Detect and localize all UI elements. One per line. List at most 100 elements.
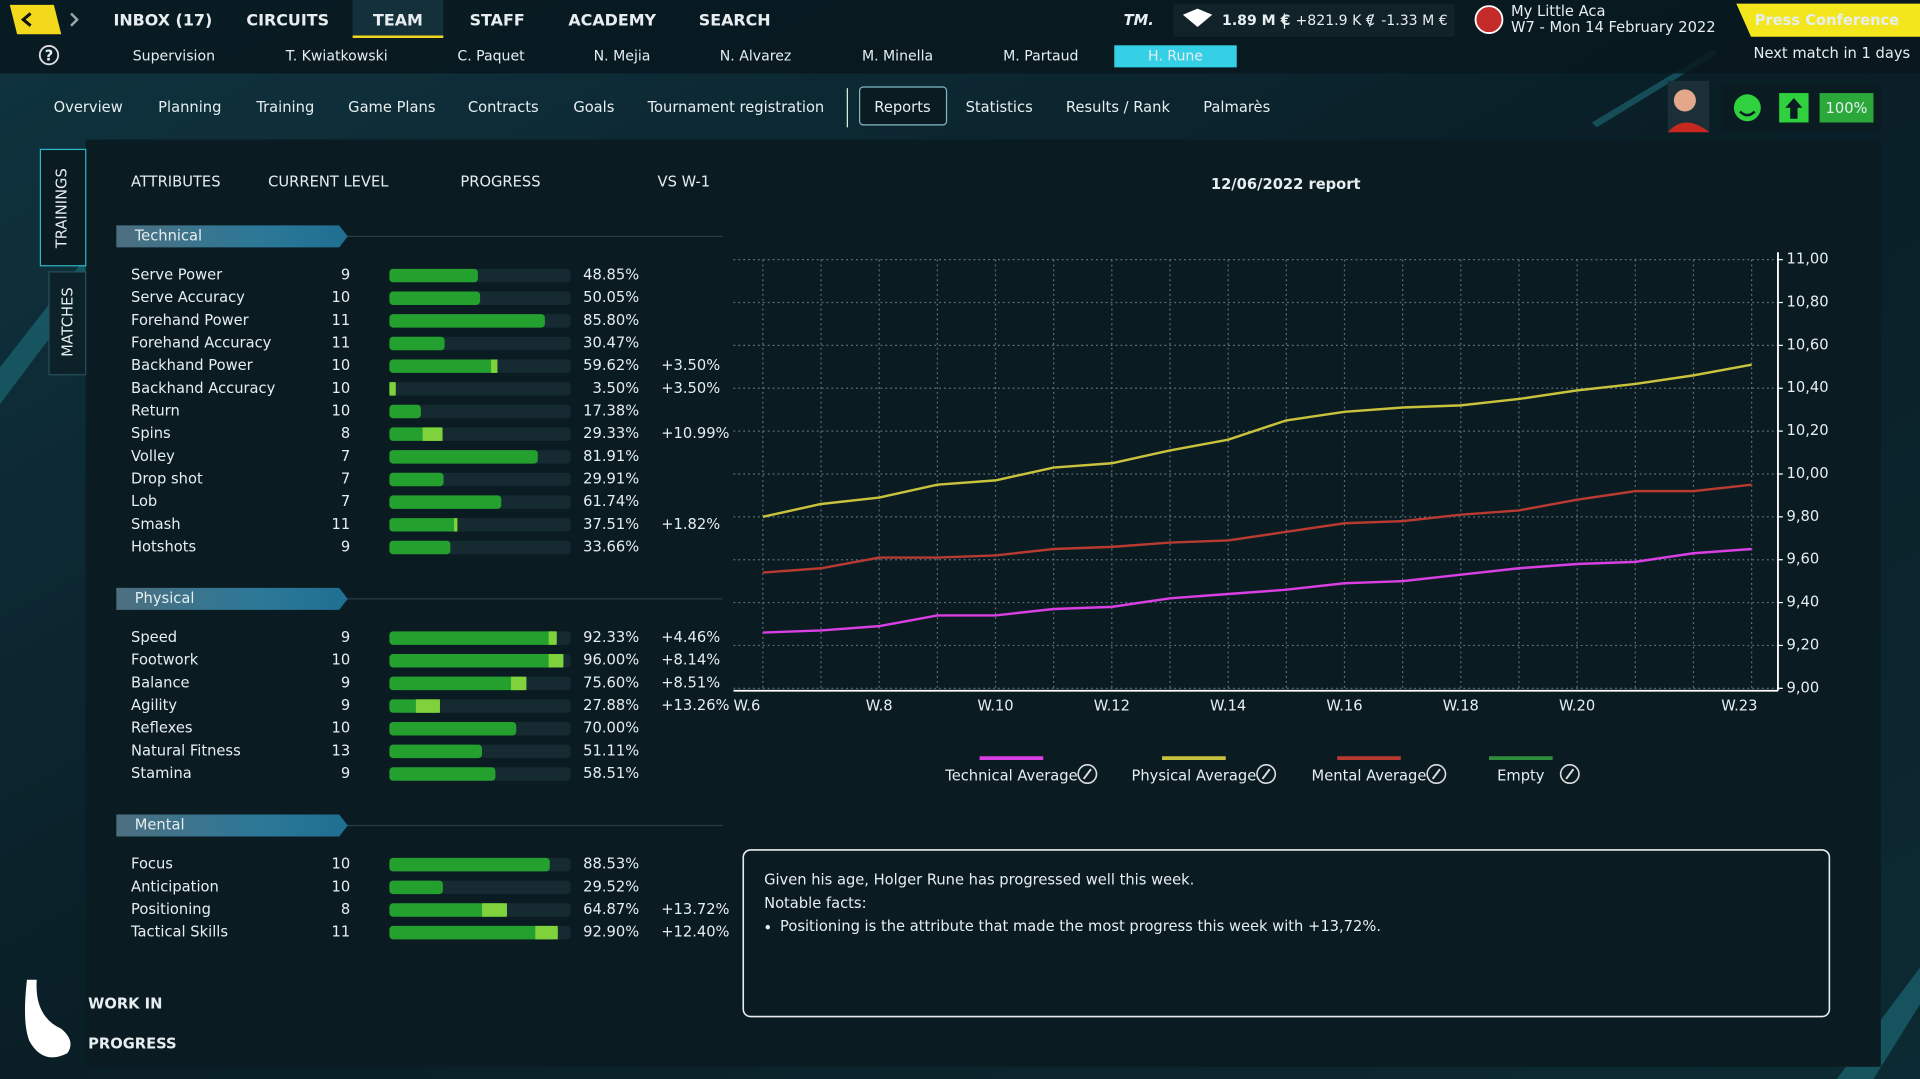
sub-tab[interactable]: Results / Rank: [1066, 99, 1171, 116]
player-tab[interactable]: H. Rune: [1148, 48, 1203, 64]
edit-icon[interactable]: [1077, 764, 1098, 785]
sub-tab[interactable]: Contracts: [468, 99, 539, 116]
sub-tab[interactable]: Reports: [874, 99, 930, 116]
attribute-name: Tactical Skills: [130, 924, 228, 941]
report-bullet: Positioning is the attribute that made t…: [780, 918, 1381, 935]
back-button[interactable]: [9, 4, 62, 35]
press-button[interactable]: [1736, 3, 1920, 37]
delta-label: +13.26%: [661, 697, 729, 714]
nav-item[interactable]: TEAM: [373, 10, 423, 29]
delta-label: +8.51%: [661, 674, 720, 691]
attribute-level: 7: [341, 493, 350, 510]
side-tab-label[interactable]: MATCHES: [60, 287, 77, 357]
side-tab-label[interactable]: TRAININGS: [53, 168, 70, 249]
y-tick-label: 9,60: [1787, 551, 1820, 568]
finance-separator: |: [1282, 12, 1287, 29]
x-tick-label: W.18: [1443, 698, 1479, 715]
sub-tab[interactable]: Planning: [158, 99, 221, 116]
table-header: PROGRESS: [460, 173, 540, 190]
player-tab[interactable]: M. Minella: [862, 48, 933, 64]
progress-label: 29.91%: [583, 470, 639, 487]
progress-bar: [389, 676, 527, 691]
sub-tab[interactable]: Overview: [54, 99, 123, 116]
nav-active-bg: [352, 0, 444, 38]
forward-button[interactable]: [70, 12, 79, 27]
progress-bar: [389, 268, 478, 283]
help-icon[interactable]: [38, 45, 60, 66]
press-label[interactable]: Press Conference: [1755, 12, 1900, 29]
delta-label: +8.14%: [661, 652, 720, 669]
nav-item[interactable]: STAFF: [470, 10, 525, 29]
progress-track: [389, 382, 571, 396]
main-panel: [85, 139, 1881, 1067]
side-tab-active[interactable]: [39, 148, 87, 267]
player-active-bg: [1114, 45, 1237, 68]
nav-item[interactable]: INBOX (17): [113, 10, 212, 29]
player-tab[interactable]: C. Paquet: [457, 48, 525, 64]
attribute-level: 10: [332, 289, 351, 306]
club-name: My Little Aca: [1511, 3, 1605, 20]
attribute-name: Drop shot: [131, 470, 203, 487]
sub-tab[interactable]: Palmarès: [1203, 99, 1270, 116]
x-tick-label: W.6: [733, 698, 760, 715]
edit-icon[interactable]: [1256, 764, 1277, 785]
player-tab[interactable]: N. Mejia: [594, 48, 651, 64]
delta-label: +3.50%: [661, 380, 720, 397]
attribute-level: 7: [341, 448, 350, 465]
progress-delta: [548, 654, 564, 668]
attribute-name: Smash: [131, 516, 181, 533]
edit-pen: [1082, 768, 1092, 780]
y-tick-label: 10,20: [1787, 422, 1829, 439]
table-header: CURRENT LEVEL: [268, 173, 389, 190]
progress-delta: [510, 676, 527, 691]
y-tick-label: 10,60: [1787, 336, 1829, 353]
attribute-name: Volley: [131, 448, 175, 465]
tab-active-box: [858, 86, 948, 126]
progress-bar: [389, 744, 483, 759]
progress-label: 61.74%: [583, 493, 639, 510]
top-bar: [0, 0, 1920, 74]
progress-label: 92.90%: [583, 924, 639, 941]
x-tick-label: W.12: [1094, 698, 1130, 715]
edit-icon[interactable]: [1559, 764, 1580, 785]
sub-tab[interactable]: Goals: [573, 99, 614, 116]
next-match: Next match in 1 days: [1753, 45, 1910, 62]
progress-label: 29.33%: [583, 425, 639, 442]
progress-delta: [548, 631, 557, 645]
progress-bar: [389, 767, 496, 781]
y-tick-label: 10,00: [1787, 465, 1829, 482]
attribute-name: Footwork: [131, 652, 199, 669]
table-header: ATTRIBUTES: [131, 173, 221, 190]
side-tab[interactable]: [48, 271, 87, 376]
group-name: Mental: [135, 816, 185, 833]
player-tab[interactable]: Supervision: [133, 48, 215, 64]
help-label[interactable]: ?: [45, 47, 54, 64]
attribute-level: 10: [332, 403, 351, 420]
player-tab[interactable]: N. Alvarez: [720, 48, 792, 64]
attribute-name: Anticipation: [131, 878, 219, 895]
progress-delta: [454, 518, 458, 532]
progress-label: 17.38%: [583, 403, 639, 420]
attribute-level: 7: [341, 470, 350, 487]
attribute-level: 10: [332, 357, 351, 374]
attribute-name: Lob: [131, 493, 157, 510]
edit-icon[interactable]: [1426, 764, 1447, 785]
avatar-face: [1673, 89, 1696, 112]
nav-item[interactable]: ACADEMY: [568, 10, 656, 29]
nav-item[interactable]: CIRCUITS: [246, 10, 329, 29]
progress-bar: [389, 880, 443, 895]
y-tick-label: 10,80: [1787, 294, 1829, 311]
sub-tab[interactable]: Tournament registration: [647, 99, 825, 116]
attribute-name: Speed: [131, 629, 177, 646]
edit-pen: [1431, 768, 1441, 780]
player-tab[interactable]: T. Kwiatkowski: [285, 48, 388, 64]
player-tab[interactable]: M. Partaud: [1003, 48, 1078, 64]
sub-tab[interactable]: Game Plans: [348, 99, 435, 116]
sub-tab[interactable]: Statistics: [966, 99, 1033, 116]
nav-item[interactable]: SEARCH: [699, 10, 771, 29]
morale-box: [1819, 93, 1874, 123]
bullet: [765, 924, 770, 930]
watermark: WORK IN: [88, 995, 162, 1012]
sub-tab[interactable]: Training: [255, 99, 314, 116]
